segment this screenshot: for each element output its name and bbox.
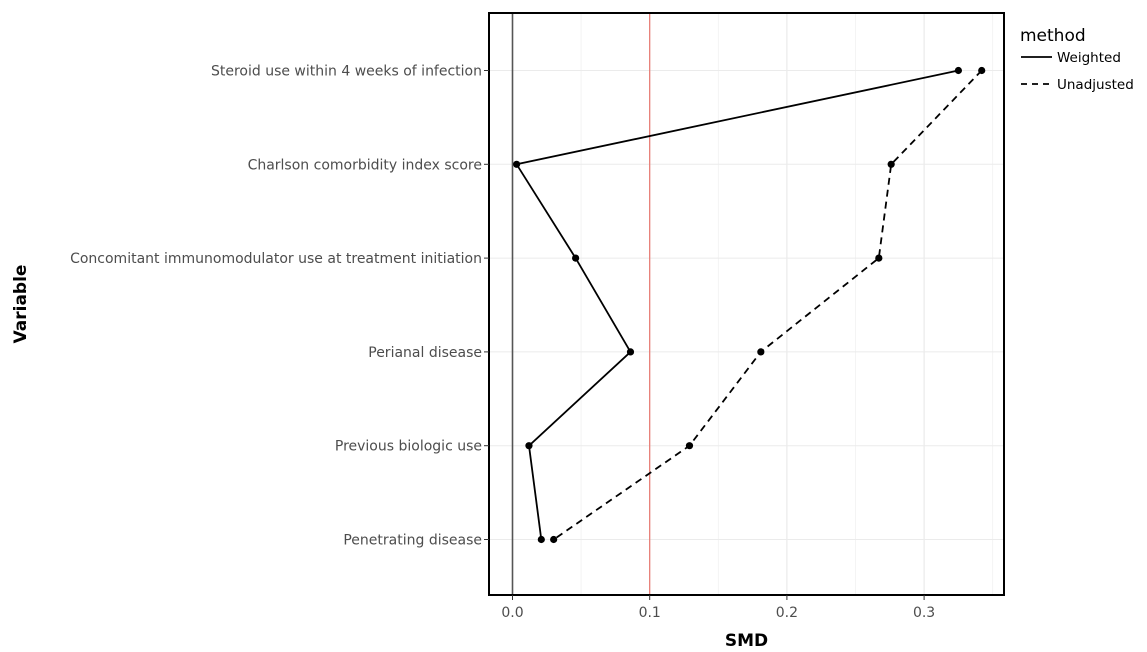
- x-axis-ticks: 0.0 0.1 0.2 0.3: [501, 595, 935, 621]
- data-point-unadjusted: [685, 442, 694, 450]
- legend: method Weighted Unadjusted: [1020, 26, 1134, 93]
- data-point-unadjusted: [550, 535, 558, 544]
- legend-entries: Weighted Unadjusted: [1021, 50, 1134, 93]
- x-tick-label: 0.2: [776, 605, 798, 621]
- y-tick-label: Penetrating disease: [343, 533, 482, 549]
- legend-title: method: [1020, 26, 1086, 46]
- x-axis-title: SMD: [725, 631, 768, 651]
- data-point-weighted: [525, 442, 533, 450]
- x-tick-label: 0.0: [501, 605, 523, 621]
- legend-label-unadjusted: Unadjusted: [1057, 77, 1134, 93]
- y-tick-label: Charlson comorbidity index score: [248, 157, 482, 173]
- data-points: [513, 66, 986, 544]
- data-point-weighted: [572, 254, 580, 262]
- y-tick-label: Previous biologic use: [335, 439, 482, 455]
- series-line-unadjusted: [553, 69, 983, 541]
- data-point-unadjusted: [887, 160, 895, 168]
- x-tick-label: 0.1: [639, 605, 661, 621]
- data-point-weighted: [954, 66, 963, 75]
- data-point-weighted: [537, 535, 545, 544]
- data-point-weighted: [626, 348, 635, 356]
- reference-lines: [511, 13, 651, 595]
- y-axis-ticks: Steroid use within 4 weeks of infection C…: [70, 64, 489, 549]
- x-tick-label: 0.3: [913, 605, 935, 621]
- data-point-weighted: [513, 160, 521, 168]
- grid-lines: [489, 13, 1004, 595]
- y-tick-label: Steroid use within 4 weeks of infection: [211, 64, 482, 80]
- y-tick-label: Perianal disease: [368, 345, 482, 361]
- y-axis-title: Variable: [11, 265, 31, 344]
- y-tick-label: Concomitant immunomodulator use at treat…: [70, 251, 482, 267]
- data-point-unadjusted: [757, 348, 765, 356]
- data-point-unadjusted: [875, 254, 883, 262]
- plot-panel-border: [488, 12, 1005, 596]
- series-lines: [515, 69, 983, 541]
- series-line-weighted: [515, 69, 959, 540]
- legend-label-weighted: Weighted: [1057, 50, 1121, 66]
- data-point-unadjusted: [978, 66, 986, 75]
